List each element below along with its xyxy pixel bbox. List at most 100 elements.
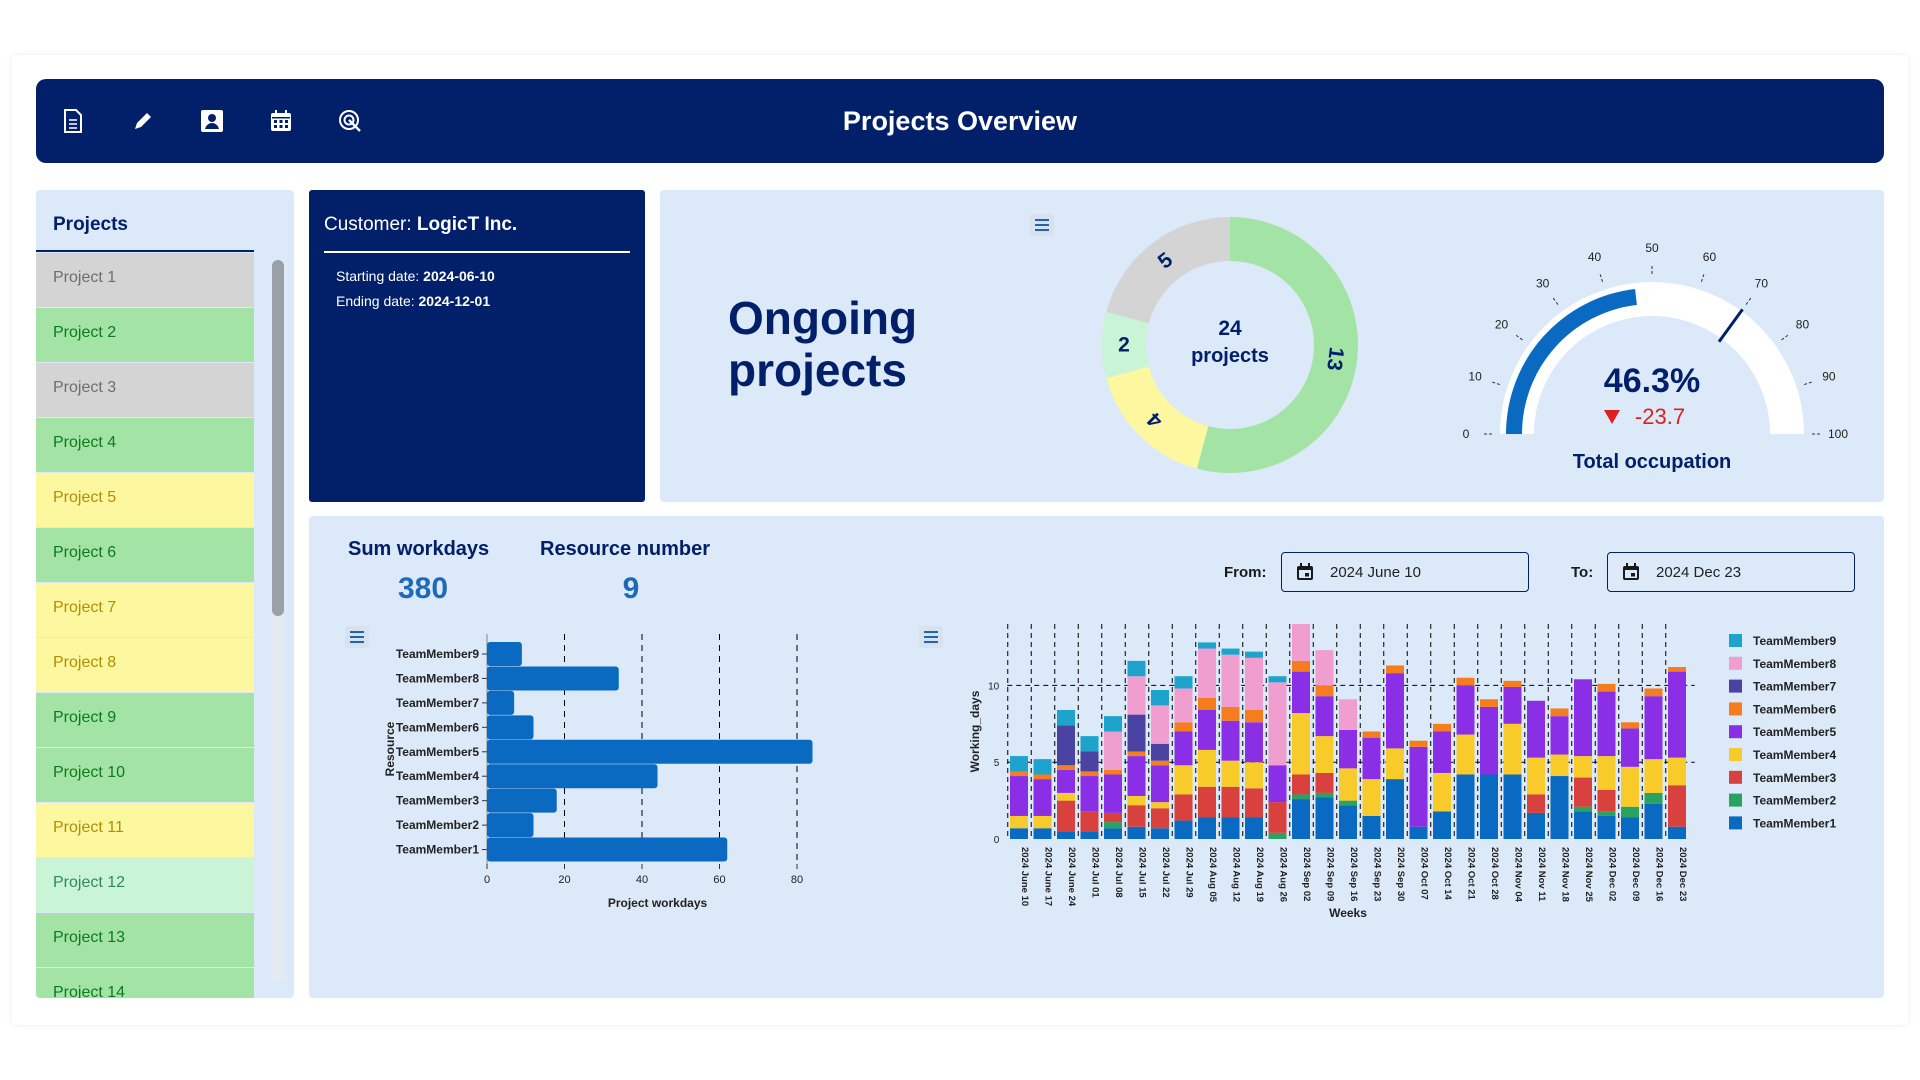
stack-segment[interactable] — [1151, 743, 1169, 761]
stack-segment[interactable] — [1433, 723, 1451, 732]
sidebar-item-project-12[interactable]: Project 12 — [36, 858, 254, 912]
stack-segment[interactable] — [1597, 683, 1616, 692]
stack-segment[interactable] — [1057, 765, 1075, 770]
stack-segment[interactable] — [1080, 771, 1099, 777]
stack-segment[interactable] — [1597, 789, 1616, 812]
stack-segment[interactable] — [1221, 706, 1240, 721]
stack-segment[interactable] — [1339, 699, 1357, 730]
donut-slice-4[interactable] — [1106, 217, 1230, 324]
stack-segment[interactable] — [1033, 828, 1052, 839]
document-icon[interactable] — [58, 106, 88, 136]
stack-segment[interactable] — [1174, 794, 1193, 821]
legend-label[interactable]: TeamMember8 — [1753, 657, 1836, 671]
stack-segment[interactable] — [1574, 811, 1592, 839]
stack-segment[interactable] — [1010, 828, 1028, 839]
stack-segment[interactable] — [1386, 665, 1404, 674]
stack-segment[interactable] — [1339, 805, 1357, 839]
radar-icon[interactable] — [335, 106, 365, 136]
stack-segment[interactable] — [1480, 699, 1498, 707]
stack-segment[interactable] — [1456, 774, 1475, 840]
calendar-icon[interactable] — [266, 106, 296, 136]
stack-segment[interactable] — [1198, 697, 1216, 710]
stack-segment[interactable] — [1315, 772, 1334, 793]
stack-segment[interactable] — [1151, 765, 1169, 803]
hbar-bar[interactable] — [487, 666, 619, 691]
pencil-icon[interactable] — [128, 106, 158, 136]
stack-segment[interactable] — [1433, 731, 1451, 773]
stack-segment[interactable] — [1433, 811, 1451, 839]
stack-segment[interactable] — [1315, 792, 1334, 798]
hbar-bar[interactable] — [487, 715, 534, 740]
stack-segment[interactable] — [1503, 723, 1522, 775]
stack-segment[interactable] — [1527, 812, 1545, 839]
hbar-bar[interactable] — [487, 739, 813, 764]
stack-segment[interactable] — [1362, 815, 1381, 839]
sidebar-item-project-14[interactable]: Project 14 — [36, 968, 254, 998]
stack-segment[interactable] — [1574, 777, 1592, 807]
stack-segment[interactable] — [1339, 800, 1357, 806]
stack-segment[interactable] — [1480, 774, 1498, 840]
stack-segment[interactable] — [1527, 700, 1545, 758]
sidebar-item-project-3[interactable]: Project 3 — [36, 363, 254, 417]
stack-segment[interactable] — [1362, 779, 1381, 816]
stack-segment[interactable] — [1057, 710, 1075, 726]
stack-segment[interactable] — [1104, 716, 1122, 732]
stack-segment[interactable] — [1433, 772, 1451, 812]
stack-segment[interactable] — [1668, 785, 1686, 827]
stack-segment[interactable] — [1174, 820, 1193, 839]
stack-segment[interactable] — [1151, 705, 1169, 744]
stack-segment[interactable] — [1621, 806, 1639, 818]
stack-segment[interactable] — [1292, 794, 1310, 800]
scrollbar-thumb[interactable] — [272, 260, 284, 616]
hbar-bar[interactable] — [487, 813, 534, 838]
sidebar-item-project-9[interactable]: Project 9 — [36, 693, 254, 747]
stack-segment[interactable] — [1198, 710, 1216, 750]
stack-segment[interactable] — [1456, 677, 1475, 686]
legend-swatch[interactable] — [1729, 770, 1742, 784]
legend-label[interactable]: TeamMember5 — [1753, 725, 1836, 739]
stack-segment[interactable] — [1456, 734, 1475, 775]
stack-segment[interactable] — [1268, 676, 1287, 683]
stack-segment[interactable] — [1198, 642, 1216, 649]
stack-segment[interactable] — [1339, 729, 1357, 769]
sidebar-item-project-13[interactable]: Project 13 — [36, 913, 254, 967]
stack-segment[interactable] — [1597, 756, 1616, 790]
legend-swatch[interactable] — [1729, 816, 1742, 830]
hbar-bar[interactable] — [487, 642, 522, 666]
donut-slice-3[interactable] — [1102, 311, 1149, 379]
stack-segment[interactable] — [1080, 811, 1099, 832]
legend-label[interactable]: TeamMember7 — [1753, 680, 1836, 694]
stack-segment[interactable] — [1151, 760, 1169, 766]
stack-segment[interactable] — [1033, 759, 1052, 775]
stack-segment[interactable] — [1456, 685, 1475, 735]
stack-segment[interactable] — [1080, 751, 1099, 772]
stack-segment[interactable] — [1127, 751, 1146, 757]
legend-swatch[interactable] — [1729, 679, 1742, 693]
stack-segment[interactable] — [1010, 815, 1028, 829]
stack-segment[interactable] — [1503, 686, 1522, 724]
stack-segment[interactable] — [1668, 826, 1686, 839]
stack-segment[interactable] — [1151, 802, 1169, 809]
stack-segment[interactable] — [1386, 779, 1404, 839]
stack-segment[interactable] — [1574, 679, 1592, 757]
legend-swatch[interactable] — [1729, 793, 1742, 807]
stack-segment[interactable] — [1010, 776, 1028, 816]
stack-segment[interactable] — [1292, 799, 1310, 839]
legend-swatch[interactable] — [1729, 656, 1742, 670]
stack-segment[interactable] — [1174, 722, 1193, 732]
stack-segment[interactable] — [1127, 714, 1146, 752]
stack-segment[interactable] — [1245, 657, 1263, 710]
stack-segment[interactable] — [1339, 768, 1357, 801]
legend-label[interactable]: TeamMember2 — [1753, 794, 1836, 808]
sidebar-item-project-6[interactable]: Project 6 — [36, 528, 254, 582]
stack-segment[interactable] — [1057, 831, 1075, 839]
sidebar-item-project-7[interactable]: Project 7 — [36, 583, 254, 637]
stack-segment[interactable] — [1010, 756, 1028, 772]
stack-segment[interactable] — [1644, 803, 1663, 839]
stack-segment[interactable] — [1292, 671, 1310, 714]
stack-segment[interactable] — [1104, 812, 1122, 823]
stack-segment[interactable] — [1010, 771, 1028, 777]
stack-segment[interactable] — [1198, 786, 1216, 818]
stack-segment[interactable] — [1198, 648, 1216, 698]
sidebar-item-project-11[interactable]: Project 11 — [36, 803, 254, 857]
